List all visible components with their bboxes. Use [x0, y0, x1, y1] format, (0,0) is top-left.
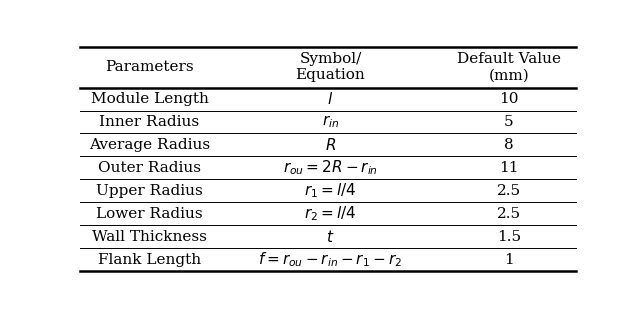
Text: 1.5: 1.5	[497, 230, 521, 244]
Text: 8: 8	[504, 138, 514, 152]
Text: $r_{in}$: $r_{in}$	[322, 114, 339, 130]
Text: Average Radius: Average Radius	[89, 138, 210, 152]
Text: Lower Radius: Lower Radius	[96, 207, 203, 221]
Text: $r_1 = l/4$: $r_1 = l/4$	[304, 182, 356, 200]
Text: Default Value
(mm): Default Value (mm)	[457, 52, 561, 82]
Text: $t$: $t$	[326, 229, 335, 245]
Text: Parameters: Parameters	[105, 60, 194, 74]
Text: 1: 1	[504, 253, 514, 267]
Text: 2.5: 2.5	[497, 207, 521, 221]
Text: 2.5: 2.5	[497, 184, 521, 198]
Text: 5: 5	[504, 115, 514, 129]
Text: 10: 10	[499, 92, 519, 106]
Text: Wall Thickness: Wall Thickness	[92, 230, 207, 244]
Text: Inner Radius: Inner Radius	[99, 115, 200, 129]
Text: $f = r_{ou} - r_{in} - r_1 - r_2$: $f = r_{ou} - r_{in} - r_1 - r_2$	[259, 250, 403, 269]
Text: Outer Radius: Outer Radius	[98, 161, 201, 175]
Text: $r_{ou} = 2R - r_{in}$: $r_{ou} = 2R - r_{in}$	[283, 159, 378, 177]
Text: Module Length: Module Length	[90, 92, 209, 106]
Text: $l$: $l$	[328, 91, 333, 107]
Text: $r_2 = l/4$: $r_2 = l/4$	[304, 205, 356, 223]
Text: $R$: $R$	[325, 137, 336, 153]
Text: Symbol/
Equation: Symbol/ Equation	[296, 52, 365, 82]
Text: Upper Radius: Upper Radius	[96, 184, 203, 198]
Text: 11: 11	[499, 161, 519, 175]
Text: Flank Length: Flank Length	[98, 253, 201, 267]
